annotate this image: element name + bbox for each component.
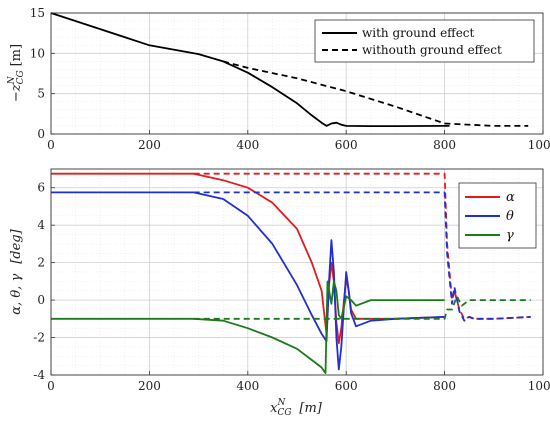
y-tick-label: 5 [37, 87, 45, 101]
bottom-axes-frame [50, 168, 544, 376]
bottom-grid [50, 169, 544, 376]
y-tick-label: -4 [33, 368, 45, 382]
x-tick-label: 400 [236, 379, 259, 393]
legend-label-gamma: γ [506, 228, 514, 243]
y-tick-label: 10 [30, 46, 45, 60]
series-line-1-1 [51, 191, 445, 371]
x-tick-label: 800 [433, 379, 456, 393]
x-tick-label: 600 [335, 138, 358, 152]
x-tick-label: 400 [236, 138, 259, 152]
x-tick-label: 0 [47, 138, 55, 152]
y-tick-label: 6 [37, 181, 45, 195]
series-line-1-4 [193, 191, 531, 322]
series-line-0-0 [50, 12, 450, 127]
series-line-1-0 [51, 172, 445, 345]
bottom-y-ticks: -4 -2 0 2 4 6 [33, 181, 55, 382]
top-legend: with ground effect withouth ground effec… [314, 19, 535, 63]
top-axes-frame [50, 12, 544, 135]
x-tick-label: 600 [335, 379, 358, 393]
bottom-lines [51, 172, 531, 375]
bottom-y-axis-label: α, θ, γ[deg] [9, 228, 24, 314]
legend-label-without-ground-effect: withouth ground effect [362, 43, 502, 57]
top-y-ticks: 0 5 10 15 [30, 6, 55, 141]
top-lines [50, 12, 529, 127]
series-line-1-5 [193, 295, 531, 320]
x-tick-label: 200 [138, 138, 161, 152]
y-tick-label: 15 [30, 6, 45, 20]
series-line-1-2 [51, 280, 445, 375]
x-tick-label: 800 [433, 138, 456, 152]
top-legend-box [314, 19, 535, 63]
x-tick-label: 0 [47, 379, 55, 393]
y-tick-label: -2 [33, 331, 45, 345]
bottom-x-axis-label: xCGN [m] [270, 398, 323, 418]
y-tick-label: 0 [37, 127, 45, 141]
legend-label-alpha: α [506, 190, 515, 205]
series-line-0-1 [222, 60, 529, 127]
legend-label-with-ground-effect: with ground effect [362, 26, 475, 40]
y-tick-label: 4 [37, 218, 45, 232]
top-y-axis-label: −zCGN[m] [7, 44, 26, 102]
legend-label-theta: θ [506, 209, 514, 224]
x-tick-label: 200 [138, 379, 161, 393]
bottom-legend: α θ γ [458, 182, 537, 249]
y-tick-label: 0 [37, 293, 45, 307]
y-tick-label: 2 [37, 256, 45, 270]
